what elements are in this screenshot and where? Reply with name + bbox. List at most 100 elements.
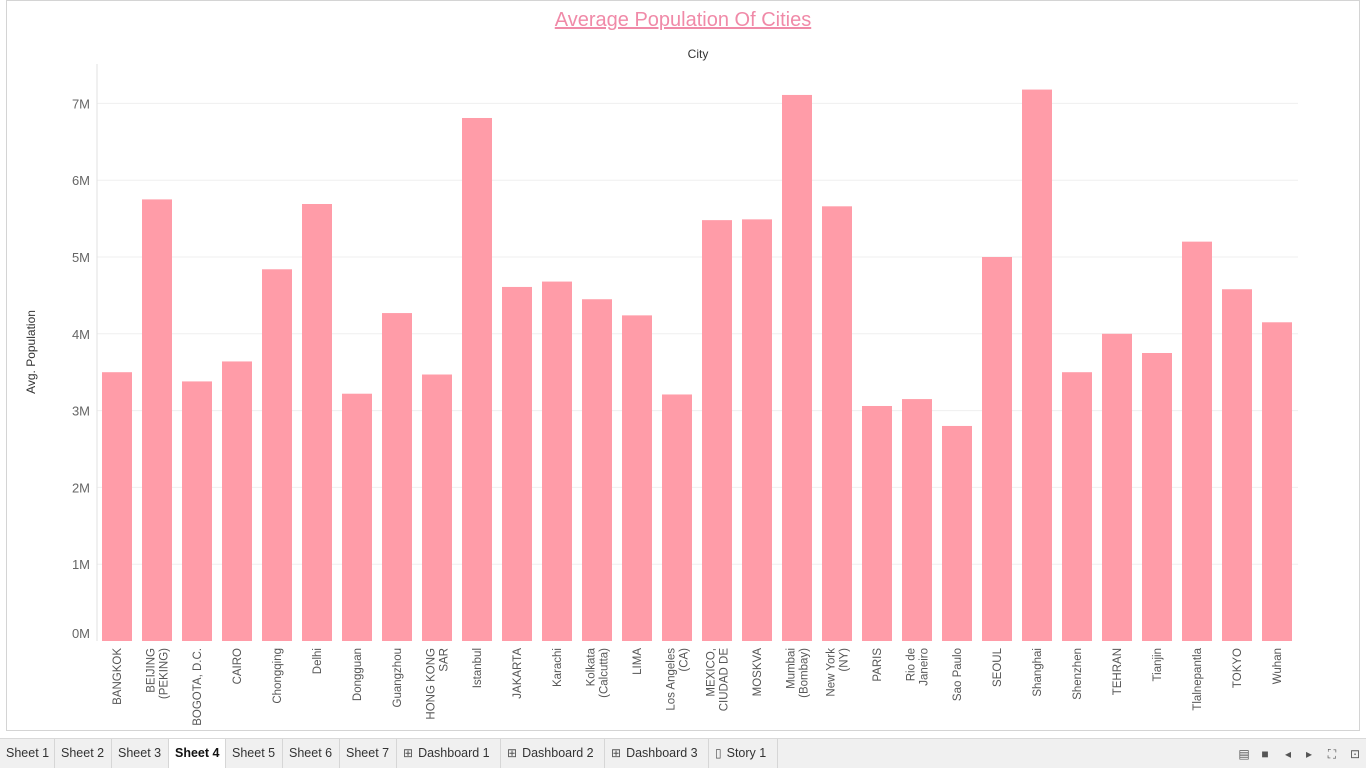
bar[interactable] xyxy=(462,117,492,641)
chart-title[interactable]: Average Population Of Cities xyxy=(554,9,812,31)
x-category-label: Dongguan xyxy=(352,648,364,701)
bar[interactable] xyxy=(1182,241,1212,641)
tab-dashboard-2[interactable]: ⊞ Dashboard 2 xyxy=(501,739,605,768)
y-tick-label: 2M xyxy=(72,480,90,495)
bars xyxy=(102,89,1292,642)
bar[interactable] xyxy=(302,204,332,641)
x-category-label: LIMA xyxy=(632,648,644,675)
y-axis: 0M 1M 2M 3M 4M 5M 6M 7M xyxy=(72,64,98,641)
x-category-label: Wuhan xyxy=(1272,648,1284,684)
x-category-label: Rio de xyxy=(906,648,918,681)
x-category-label: CAIRO xyxy=(232,648,244,684)
tab-label: Sheet 2 xyxy=(61,746,105,760)
x-category-label: (Bombay) xyxy=(799,648,811,698)
bar[interactable] xyxy=(822,206,852,641)
dashboard-icon: ⊞ xyxy=(611,746,622,760)
x-category-label: Kolkata xyxy=(586,647,598,686)
x-category-label: Chongqing xyxy=(272,648,284,704)
bar[interactable] xyxy=(1222,289,1252,641)
x-category-label: SEOUL xyxy=(992,647,1004,687)
x-category-label: SAR xyxy=(439,648,451,672)
y-tick-label: 4M xyxy=(72,327,90,342)
bar[interactable] xyxy=(782,94,812,641)
bar[interactable] xyxy=(422,374,452,641)
bar[interactable] xyxy=(942,425,972,641)
bar[interactable] xyxy=(222,361,252,641)
x-category-label: BANGKOK xyxy=(112,648,124,705)
x-category-label: New York xyxy=(826,648,838,697)
x-category-label: MOSKVA xyxy=(752,648,764,697)
filmstrip-icon[interactable]: ▤ xyxy=(1238,747,1250,761)
bar[interactable] xyxy=(542,281,572,641)
column-header: City xyxy=(687,47,709,61)
gridlines xyxy=(97,102,1298,565)
tab-label: Dashboard 1 xyxy=(418,746,490,760)
x-category-label: Istanbul xyxy=(472,648,484,688)
tab-label: Sheet 6 xyxy=(289,746,333,760)
dashboard-icon: ⊞ xyxy=(403,746,414,760)
bar[interactable] xyxy=(862,405,892,641)
bar[interactable] xyxy=(982,257,1012,641)
dashboard-icon: ⊞ xyxy=(507,746,518,760)
bar[interactable] xyxy=(182,381,212,641)
x-category-label: Guangzhou xyxy=(392,648,404,707)
y-tick-label: 1M xyxy=(72,557,90,572)
x-category-label: TEHRAN xyxy=(1112,648,1124,695)
bar[interactable] xyxy=(622,315,652,641)
x-category-label: (Calcutta) xyxy=(599,648,611,698)
bar[interactable] xyxy=(742,219,772,642)
x-category-label: (CA) xyxy=(679,648,691,672)
presentation-icon[interactable]: ⊡ xyxy=(1349,747,1361,761)
tab-dashboard-1[interactable]: ⊞ Dashboard 1 xyxy=(397,739,501,768)
bar[interactable] xyxy=(1062,372,1092,641)
bar[interactable] xyxy=(582,299,612,641)
bar[interactable] xyxy=(1262,322,1292,641)
y-tick-label: 0M xyxy=(72,626,90,641)
tab-label: Sheet 4 xyxy=(175,746,220,760)
x-category-label: Los Angeles xyxy=(666,648,678,711)
x-category-label: BOGOTA, D.C. xyxy=(192,648,204,726)
bar[interactable] xyxy=(702,220,732,642)
tab-sheet-6[interactable]: Sheet 6 xyxy=(283,739,340,768)
tab-label: Dashboard 3 xyxy=(626,746,698,760)
tab-sheet-2[interactable]: Sheet 2 xyxy=(55,739,112,768)
x-axis-categories: BANGKOK BEIJING (PEKING) BOGOTA, D.C. CAIRO C… xyxy=(112,647,1284,725)
tab-sheet-5[interactable]: Sheet 5 xyxy=(226,739,283,768)
tab-label: Sheet 1 xyxy=(6,746,50,760)
bar[interactable] xyxy=(102,372,132,641)
tab-sheet-4[interactable]: Sheet 4 xyxy=(169,739,226,768)
bar[interactable] xyxy=(1142,353,1172,641)
y-tick-label: 5M xyxy=(72,250,90,265)
bar[interactable] xyxy=(142,199,172,641)
tab-label: Story 1 xyxy=(726,746,767,760)
fullscreen-icon[interactable]: ⛶ xyxy=(1327,747,1337,761)
tab-label: Sheet 3 xyxy=(118,746,162,760)
bar[interactable] xyxy=(902,399,932,641)
bar[interactable] xyxy=(342,393,372,641)
single-sheet-icon[interactable]: ■ xyxy=(1261,747,1269,761)
x-category-label: HONG KONG xyxy=(426,648,438,720)
x-category-label: Karachi xyxy=(552,648,564,687)
bar[interactable] xyxy=(262,269,292,641)
x-category-label: (PEKING) xyxy=(159,648,171,699)
tab-sheet-7[interactable]: Sheet 7 xyxy=(340,739,397,768)
prev-icon[interactable]: ◂ xyxy=(1284,747,1292,761)
bar[interactable] xyxy=(502,286,532,641)
tab-story-1[interactable]: ▯ Story 1 xyxy=(709,739,778,768)
tab-sheet-1[interactable]: Sheet 1 xyxy=(0,739,55,768)
bar[interactable] xyxy=(1022,89,1052,642)
tab-label: Dashboard 2 xyxy=(522,746,594,760)
tab-dashboard-3[interactable]: ⊞ Dashboard 3 xyxy=(605,739,709,768)
next-icon[interactable]: ▸ xyxy=(1305,747,1313,761)
y-tick-label: 3M xyxy=(72,404,90,419)
x-category-label: Delhi xyxy=(312,648,324,674)
x-category-label: (NY) xyxy=(839,648,851,672)
bar[interactable] xyxy=(662,394,692,641)
sheet-tab-bar: Sheet 1 Sheet 2 Sheet 3 Sheet 4 Sheet 5 Sheet… xyxy=(0,738,1366,768)
x-category-label: TOKYO xyxy=(1232,648,1244,688)
bar[interactable] xyxy=(1102,333,1132,641)
tab-sheet-3[interactable]: Sheet 3 xyxy=(112,739,169,768)
y-tick-label: 6M xyxy=(72,173,90,188)
bar[interactable] xyxy=(382,313,412,641)
